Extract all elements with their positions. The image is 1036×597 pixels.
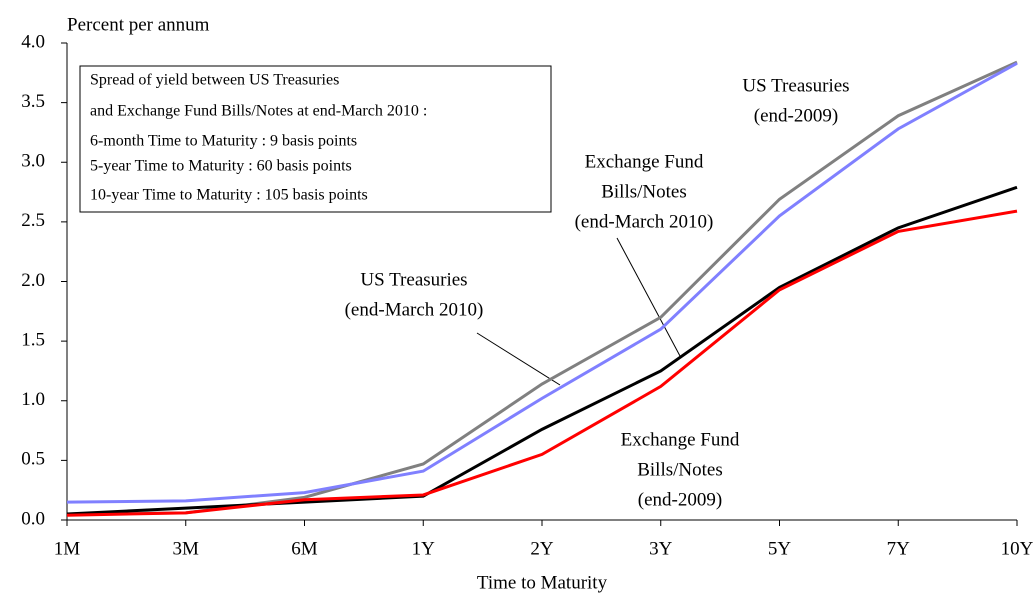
x-tick-label: 6M [291, 538, 318, 559]
x-axis-title: Time to Maturity [477, 572, 608, 593]
pointer [476, 332, 561, 386]
series-line [66, 185, 1018, 516]
y-tick-label: 0.5 [21, 449, 45, 470]
series-line [66, 209, 1018, 517]
annotation: (end-2009) [754, 105, 838, 126]
text-box [79, 65, 552, 213]
x-tick-label: 2Y [530, 538, 554, 559]
annotation: (end-March 2010) [575, 211, 714, 232]
x-tick-label: 10Y [1001, 538, 1034, 559]
annotation: Exchange Fund [585, 151, 704, 172]
x-tick-label: 3Y [649, 538, 673, 559]
x-tick-label: 5Y [768, 538, 792, 559]
annotation: US Treasuries [360, 269, 467, 290]
y-tick-label: 3.0 [21, 151, 45, 172]
y-tick-label: 1.0 [21, 389, 45, 410]
text-box-lines: Spread of yield between US Treasuries and… [90, 72, 427, 204]
annotation: (end-March 2010) [345, 299, 484, 320]
text-box-line: and Exchange Fund Bills/Notes at end-Mar… [90, 103, 427, 120]
x-tick-label: 3M [173, 538, 200, 559]
y-tick-label: 2.5 [21, 210, 45, 231]
annotation: US Treasuries [742, 75, 849, 96]
x-tick-label: 7Y [887, 538, 911, 559]
annotation: Bills/Notes [637, 459, 723, 480]
y-tick-label: 1.5 [21, 329, 45, 350]
text-box-line: 6-month Time to Maturity : 9 basis point… [90, 133, 357, 150]
series-line [66, 61, 1018, 504]
y-tick-label: 4.0 [21, 31, 45, 52]
annotation: Exchange Fund [621, 429, 740, 450]
annotation: Bills/Notes [601, 181, 687, 202]
annotation: (end-2009) [638, 489, 722, 510]
y-axis-title: Percent per annum [67, 14, 210, 35]
x-tick-label: 1Y [412, 538, 436, 559]
pointer [616, 237, 681, 357]
y-tick-label: 0.0 [21, 508, 45, 529]
x-tick-label: 1M [54, 538, 81, 559]
y-tick-label: 2.0 [21, 270, 45, 291]
text-box-line: Spread of yield between US Treasuries [90, 72, 339, 89]
y-tick-label: 3.5 [21, 91, 45, 112]
text-box-line: 10-year Time to Maturity : 105 basis poi… [90, 187, 368, 204]
text-box-line: 5-year Time to Maturity : 60 basis point… [90, 158, 352, 175]
